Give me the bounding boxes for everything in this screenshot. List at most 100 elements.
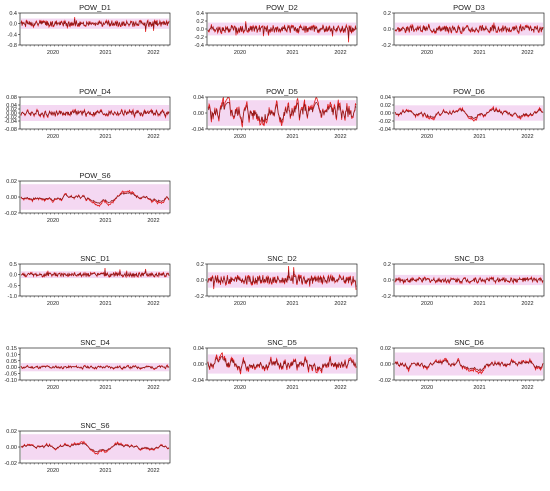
- y-tick-label: -0.04: [4, 119, 17, 125]
- subplot-title: SNC_D1: [80, 254, 110, 263]
- x-tick-label: 2021: [286, 50, 298, 56]
- subplot-snc_d5: SNC_D5 0.04 0.00 -0.04 2020 2021 2022: [191, 338, 358, 391]
- x-tick-label: 2022: [521, 385, 533, 391]
- x-tick-label: 2020: [421, 50, 433, 56]
- y-tick-label: 0.0: [196, 278, 204, 284]
- y-tick-label: -0.04: [378, 127, 391, 133]
- y-tick-label: -1.0: [8, 294, 17, 300]
- x-tick-label: 2022: [334, 50, 346, 56]
- y-tick-label: -0.2: [382, 43, 391, 49]
- y-tick-label: -0.05: [4, 372, 17, 378]
- x-tick-label: 2022: [147, 468, 159, 474]
- y-tick-label: 0.00: [6, 365, 17, 371]
- y-tick-label: 0.00: [6, 445, 17, 451]
- subplot-title: SNC_D4: [80, 338, 110, 347]
- subplot-snc_d6: SNC_D6 0.02 0.00 -0.02 2020 2021 2022: [378, 338, 545, 391]
- decomposed-line: [20, 109, 170, 118]
- signal-line: [20, 440, 170, 455]
- y-tick-label: -0.02: [4, 461, 17, 467]
- subplot-title: POW_D6: [453, 87, 485, 96]
- y-tick-label: 0.0: [9, 22, 17, 28]
- x-tick-label: 2021: [286, 134, 298, 140]
- decomposed-line: [20, 269, 170, 278]
- y-tick-label: -0.5: [8, 283, 17, 289]
- x-tick-label: 2020: [47, 301, 59, 307]
- subplot-title: POW_D2: [266, 3, 298, 12]
- y-tick-label: -0.4: [195, 43, 204, 49]
- x-tick-label: 2022: [334, 301, 346, 307]
- confidence-band: [21, 434, 169, 460]
- x-tick-label: 2020: [421, 301, 433, 307]
- y-tick-label: 0.10: [6, 352, 17, 358]
- x-tick-label: 2020: [234, 134, 246, 140]
- subplot-title: POW_D5: [266, 87, 298, 96]
- x-tick-label: 2020: [234, 385, 246, 391]
- x-tick-label: 2021: [99, 218, 111, 224]
- y-tick-label: -0.02: [378, 119, 391, 125]
- subplot-snc_d3: SNC_D3 0.2 0.0 -0.2 2020 2021 2022: [382, 254, 545, 307]
- y-tick-label: -0.2: [195, 35, 204, 41]
- subplot-snc_s6: SNC_S6 0.02 0.00 -0.02 2020 2021 2022: [4, 421, 171, 474]
- y-tick-label: 0.2: [196, 262, 204, 268]
- x-tick-label: 2021: [99, 50, 111, 56]
- y-tick-label: 0.04: [380, 95, 391, 101]
- y-tick-label: 0.0: [383, 27, 391, 33]
- x-tick-label: 2022: [147, 301, 159, 307]
- y-tick-label: 0.02: [6, 107, 17, 113]
- y-tick-label: 0.00: [6, 111, 17, 117]
- y-tick-label: -0.2: [382, 294, 391, 300]
- subplot-title: SNC_D3: [454, 254, 484, 263]
- y-tick-label: 0.00: [6, 195, 17, 201]
- y-tick-label: 0.08: [6, 95, 17, 101]
- x-tick-label: 2022: [147, 385, 159, 391]
- x-tick-label: 2022: [147, 218, 159, 224]
- decomposed-line: [20, 19, 170, 30]
- y-tick-label: -0.10: [4, 378, 17, 384]
- x-tick-label: 2020: [47, 50, 59, 56]
- y-tick-label: -0.08: [4, 127, 17, 133]
- y-tick-label: 0.00: [193, 111, 204, 117]
- subplot-title: POW_D4: [79, 87, 111, 96]
- x-tick-label: 2021: [473, 50, 485, 56]
- y-tick-label: 0.02: [380, 103, 391, 109]
- x-tick-label: 2021: [473, 301, 485, 307]
- x-tick-label: 2022: [334, 134, 346, 140]
- subplot-title: SNC_D5: [267, 338, 297, 347]
- y-tick-label: 0.0: [9, 273, 17, 279]
- subplot-pow_d3: POW_D3 0.2 0.0 -0.2 2020 2021 2022: [382, 3, 545, 56]
- y-tick-label: -0.02: [4, 211, 17, 217]
- y-tick-label: 0.00: [380, 362, 391, 368]
- y-tick-label: 0.02: [6, 429, 17, 435]
- y-tick-label: 0.04: [6, 103, 17, 109]
- confidence-band: [21, 271, 169, 279]
- y-tick-label: -0.8: [8, 43, 17, 49]
- subplot-title: POW_D3: [453, 3, 485, 12]
- x-tick-label: 2022: [521, 50, 533, 56]
- decomposed-line: [394, 276, 544, 284]
- decomposed-line: [394, 24, 544, 33]
- y-tick-label: 0.4: [196, 11, 204, 17]
- subplot-title: POW_S6: [79, 171, 110, 180]
- subplot-title: SNC_D6: [454, 338, 484, 347]
- y-tick-label: 0.02: [6, 179, 17, 185]
- decomposed-line: [207, 101, 357, 124]
- x-tick-label: 2022: [334, 385, 346, 391]
- decomposed-line: [20, 442, 170, 453]
- subplot-pow_d5: POW_D5 0.04 0.00 -0.04 2020 2021 2022: [191, 87, 358, 140]
- y-tick-label: -0.4: [8, 32, 17, 38]
- y-tick-label: 0.2: [383, 262, 391, 268]
- x-tick-label: 2020: [234, 50, 246, 56]
- x-tick-label: 2021: [99, 134, 111, 140]
- y-tick-label: -0.02: [4, 115, 17, 121]
- subplot-pow_d1: POW_D1 0.4 0.0 -0.4 -0.8 2020 2021 2022: [8, 3, 171, 56]
- x-tick-label: 2021: [286, 301, 298, 307]
- decomposed-line: [394, 107, 544, 120]
- x-tick-label: 2020: [421, 134, 433, 140]
- subplot-snc_d4: SNC_D4 0.150.100.050.00-0.05-0.10 2020 2021…: [4, 338, 171, 391]
- decomposed-line: [20, 191, 170, 205]
- signal-line: [207, 96, 357, 128]
- decomposed-line: [207, 270, 357, 287]
- y-tick-label: 0.5: [9, 262, 17, 268]
- x-tick-label: 2020: [421, 385, 433, 391]
